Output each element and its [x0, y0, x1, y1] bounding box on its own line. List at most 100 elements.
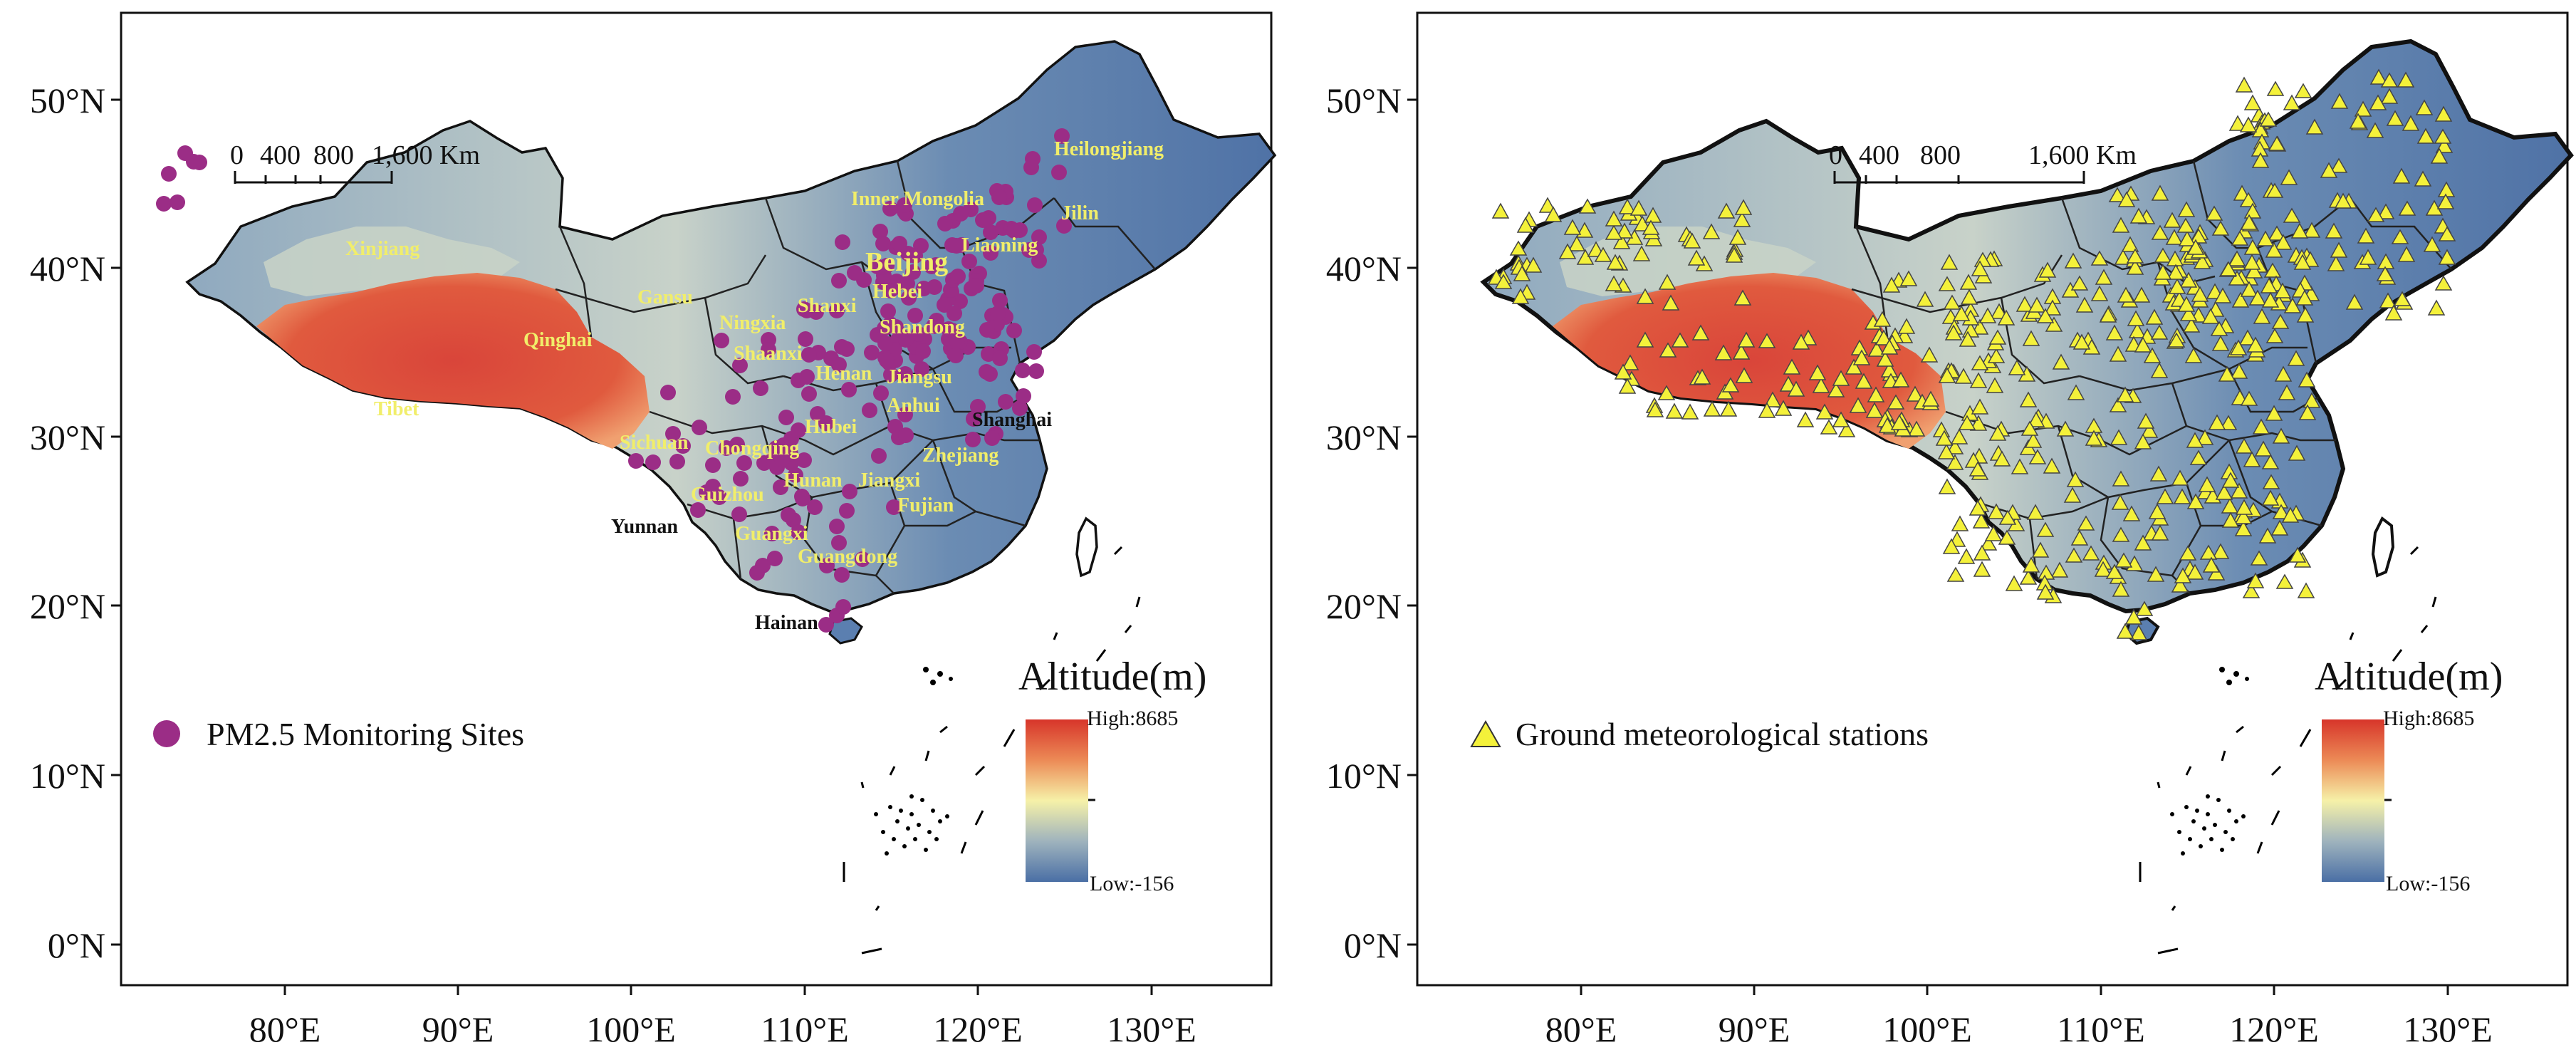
met-station-marker: [1779, 375, 1798, 392]
met-station-marker: [2028, 296, 2046, 313]
met-station-marker: [1594, 246, 1612, 262]
met-station-marker: [2376, 266, 2394, 281]
pm25-site-marker: [729, 437, 745, 452]
met-station-marker: [2022, 330, 2040, 346]
met-station-marker: [1979, 535, 1998, 551]
pm25-site-marker: [871, 448, 887, 464]
pm25-site-marker: [1027, 197, 1043, 213]
met-station-marker: [2067, 384, 2085, 400]
pm25-site-marker: [882, 201, 898, 217]
met-station-marker: [2272, 504, 2290, 519]
right-map-panel: 0 400 800 1,600 Km Ground meteorological…: [1326, 11, 2571, 1049]
pm25-site-marker: [965, 432, 981, 447]
met-station-marker: [2234, 520, 2253, 536]
met-station-marker: [2189, 449, 2208, 465]
province-label: Anhui: [887, 395, 940, 417]
met-station-marker: [2434, 105, 2453, 122]
met-station-marker: [1998, 509, 2017, 525]
pm25-site-marker: [998, 394, 1013, 410]
province-label: Jilin: [1061, 202, 1099, 224]
pm25-site-marker: [872, 224, 888, 239]
met-station-marker: [1951, 515, 1969, 531]
pm25-site-marker: [819, 558, 835, 573]
met-station-marker: [1612, 233, 1631, 249]
met-station-marker: [2298, 404, 2317, 420]
met-station-marker: [2105, 563, 2124, 579]
met-station-marker: [2234, 508, 2253, 524]
met-station-marker: [2239, 192, 2258, 207]
met-station-marker: [1659, 342, 1677, 358]
met-station-marker: [2110, 429, 2128, 445]
met-station-marker: [2243, 451, 2261, 467]
met-station-marker: [2231, 291, 2250, 308]
pm25-site-marker: [801, 347, 817, 363]
met-station-marker: [2423, 236, 2441, 252]
met-station-marker: [1954, 368, 1973, 384]
met-station-marker: [1575, 222, 1594, 238]
met-station-marker: [2438, 226, 2456, 241]
met-station-marker: [2163, 212, 2181, 228]
met-station-marker: [2135, 601, 2154, 616]
met-station-marker: [2077, 515, 2095, 531]
met-station-marker: [2151, 524, 2169, 541]
met-station-marker: [2280, 169, 2298, 185]
met-station-marker: [2296, 306, 2315, 323]
met-station-marker: [2211, 543, 2230, 559]
met-station-marker: [2064, 252, 2082, 269]
pm25-site-marker: [665, 426, 681, 442]
met-station-marker: [1855, 373, 1873, 389]
met-station-marker: [1721, 377, 1740, 393]
met-station-marker: [2075, 296, 2094, 313]
met-station-marker: [2398, 200, 2416, 216]
province-label: Shanxi: [798, 295, 857, 317]
met-station-marker: [1946, 566, 1965, 582]
pm25-site-marker: [992, 293, 1008, 308]
met-station-marker: [2026, 504, 2045, 520]
met-station-marker: [2366, 122, 2384, 138]
pm25-site-marker: [990, 306, 1006, 321]
met-station-marker: [2248, 289, 2267, 306]
met-station-marker: [1636, 331, 1654, 348]
met-station-marker: [1658, 274, 1677, 290]
pm25-site-marker: [983, 224, 998, 240]
met-station-marker: [2065, 547, 2083, 563]
province-label: Zhejiang: [922, 445, 998, 467]
pm25-site-marker: [788, 467, 803, 483]
pm25-site-marker: [749, 565, 765, 581]
pm25-site-marker: [732, 358, 748, 373]
met-station-marker: [1878, 417, 1897, 433]
pm25-site-marker: [768, 440, 784, 456]
met-station-marker: [1938, 367, 1956, 383]
met-station-marker: [2438, 249, 2456, 265]
lon-tick-label: 100°E: [586, 1009, 676, 1049]
province-label: Chongqing: [705, 437, 799, 459]
pm25-site-marker: [778, 410, 794, 425]
met-station-marker: [1683, 232, 1701, 249]
met-station-marker: [2261, 454, 2280, 469]
met-station-marker: [2243, 94, 2262, 110]
met-station-marker: [1703, 400, 1721, 417]
scale-bar: 0 400 800 1,600 Km: [230, 140, 480, 184]
pm25-site-marker: [907, 308, 923, 323]
met-station-marker: [2380, 88, 2399, 104]
met-station-marker: [2262, 474, 2280, 489]
met-station-marker: [1987, 348, 2006, 363]
met-station-marker: [2031, 541, 2050, 558]
met-station-marker: [2235, 437, 2253, 454]
met-station-marker: [2252, 418, 2270, 435]
met-station-marker: [2095, 269, 2113, 285]
province-label: Xinjiang: [345, 238, 419, 260]
pm25-site-marker: [645, 454, 661, 470]
met-station-marker: [1880, 338, 1899, 355]
met-station-marker: [2109, 345, 2127, 362]
met-station-marker: [2265, 182, 2284, 198]
met-station-marker: [1494, 274, 1513, 289]
met-station-marker: [1984, 525, 2003, 541]
pm25-site-marker: [781, 507, 796, 523]
pm25-site-marker: [725, 389, 741, 405]
met-station-marker: [2303, 392, 2321, 408]
pm25-site-marker: [818, 617, 834, 633]
province-label: Henan: [815, 363, 872, 385]
pm25-site-marker: [991, 189, 1007, 205]
met-station-marker: [2272, 427, 2290, 444]
